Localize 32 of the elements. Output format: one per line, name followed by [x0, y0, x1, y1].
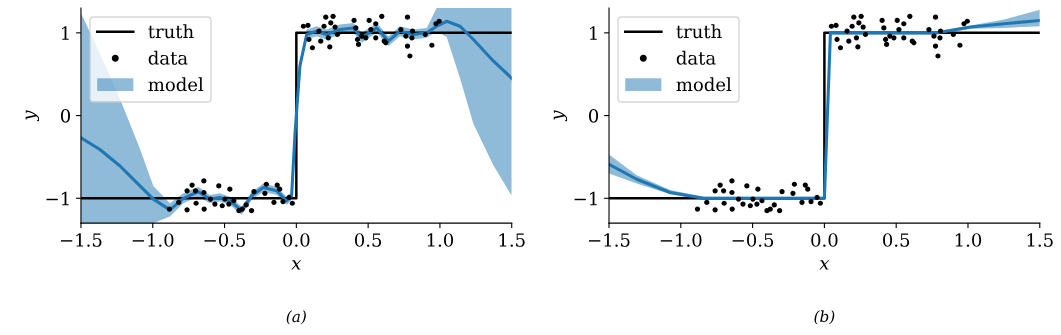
y-tick-label: −1 [574, 191, 597, 206]
y-tick-label: 0 [60, 109, 71, 123]
x-tick-label: 0.0 [811, 233, 838, 247]
legend-label: data [148, 50, 188, 65]
legend-label: truth [676, 24, 722, 39]
text: (b) [814, 310, 835, 325]
x-tick-label: −1.5 [589, 233, 630, 247]
x-tick-label: 0.5 [883, 233, 910, 247]
legend-label: data [676, 50, 716, 65]
x-tick-label: −1.0 [132, 233, 174, 247]
y-tick-label: −1 [46, 191, 69, 206]
y-axis-title: y [25, 110, 40, 122]
legend-label: model [148, 77, 204, 92]
x-tick-label: 1.5 [499, 233, 525, 247]
y-axis-title: y [553, 110, 568, 122]
text: (a) [286, 310, 306, 325]
y-tick-label: 1 [61, 26, 69, 40]
legend-label: model [676, 77, 732, 92]
x-tick-label: 1.5 [1027, 233, 1053, 247]
y-tick-label: 1 [590, 26, 597, 40]
x-tick-label: −0.5 [732, 233, 774, 247]
x-tick-label: −1.5 [60, 233, 102, 247]
x-tick-label: 0.5 [354, 233, 382, 247]
x-tick-label: −1.0 [660, 233, 702, 247]
y-tick-label: 0 [588, 109, 599, 123]
x-tick-label: −0.5 [204, 233, 246, 247]
x-tick-label: 0.0 [283, 233, 310, 247]
x-axis-title: x [819, 260, 830, 270]
legend-label: truth [148, 24, 194, 39]
x-tick-label: 1.0 [955, 233, 982, 247]
x-axis-title: x [291, 260, 302, 270]
x-tick-label: 1.0 [427, 233, 454, 247]
